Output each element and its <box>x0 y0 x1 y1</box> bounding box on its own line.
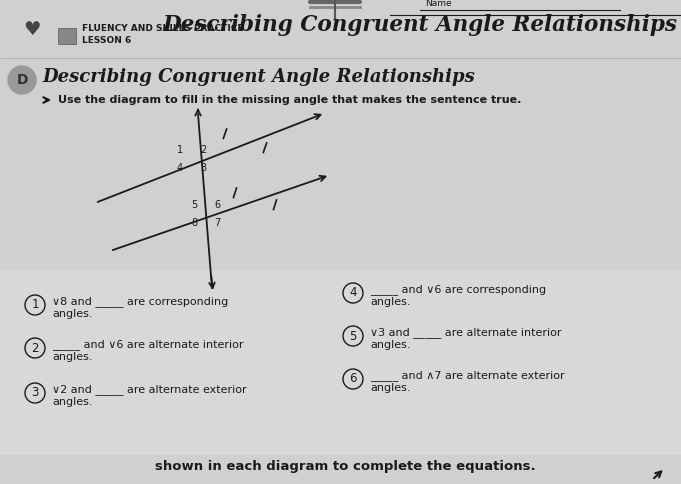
FancyBboxPatch shape <box>0 270 681 455</box>
Text: Name: Name <box>425 0 452 8</box>
Text: 6: 6 <box>349 373 357 385</box>
Text: Use the diagram to fill in the missing angle that makes the sentence true.: Use the diagram to fill in the missing a… <box>58 95 522 105</box>
Text: 3: 3 <box>200 163 206 173</box>
Text: Describing Congruent Angle Relationships: Describing Congruent Angle Relationships <box>163 14 678 36</box>
Text: D: D <box>16 73 28 87</box>
Text: 8: 8 <box>191 218 197 228</box>
Text: LESSON 6: LESSON 6 <box>82 36 131 45</box>
Text: 7: 7 <box>214 218 220 228</box>
Text: ♥: ♥ <box>23 20 41 39</box>
Text: 2: 2 <box>200 145 206 155</box>
Text: 5: 5 <box>349 330 357 343</box>
Circle shape <box>8 66 36 94</box>
Text: 4: 4 <box>177 163 183 173</box>
Text: FLUENCY AND SKILLS PRACTICE: FLUENCY AND SKILLS PRACTICE <box>82 24 244 33</box>
Text: 4: 4 <box>349 287 357 300</box>
Text: 1: 1 <box>177 145 183 155</box>
Text: 2: 2 <box>31 342 39 354</box>
Text: _____ and ∨6 are alternate interior
angles.: _____ and ∨6 are alternate interior angl… <box>52 339 244 362</box>
Text: ∨2 and _____ are alternate exterior
angles.: ∨2 and _____ are alternate exterior angl… <box>52 384 247 407</box>
Text: Describing Congruent Angle Relationships: Describing Congruent Angle Relationships <box>42 68 475 86</box>
Text: 1: 1 <box>31 299 39 312</box>
Text: 5: 5 <box>191 200 197 210</box>
Text: ∨3 and _____ are alternate interior
angles.: ∨3 and _____ are alternate interior angl… <box>370 327 562 349</box>
Text: _____ and ∨6 are corresponding
angles.: _____ and ∨6 are corresponding angles. <box>370 284 546 306</box>
Text: _____ and ∧7 are alternate exterior
angles.: _____ and ∧7 are alternate exterior angl… <box>370 370 565 393</box>
Text: 3: 3 <box>31 387 39 399</box>
FancyBboxPatch shape <box>58 28 76 44</box>
Text: ∨8 and _____ are corresponding
angles.: ∨8 and _____ are corresponding angles. <box>52 296 228 318</box>
Text: 6: 6 <box>214 200 220 210</box>
Text: shown in each diagram to complete the equations.: shown in each diagram to complete the eq… <box>155 460 536 473</box>
